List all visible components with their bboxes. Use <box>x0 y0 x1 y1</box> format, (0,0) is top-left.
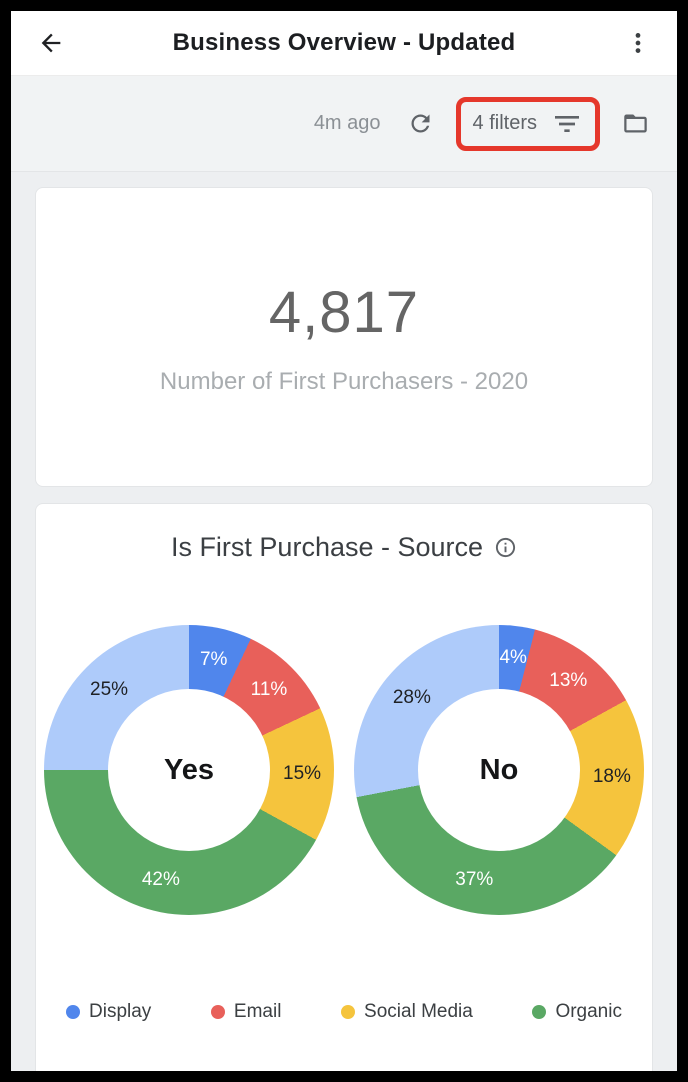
legend-item-social-media: Social Media <box>341 1001 473 1023</box>
legend-item-display: Display <box>66 1001 151 1023</box>
legend-label: Social Media <box>364 1001 473 1022</box>
last-updated-text: 4m ago <box>313 112 381 134</box>
chart-title: Is First Purchase - Source <box>170 532 484 562</box>
app-bar: Business Overview - Updated <box>11 11 677 75</box>
scorecard-value: 4,817 <box>268 279 420 345</box>
report-toolbar: 4m ago 4 filters <box>11 75 677 172</box>
refresh-icon <box>411 114 430 133</box>
donut-chart-yes: Yes 7% 11% 15% 42% 25% <box>44 625 334 915</box>
donut-segment-label: 11% <box>250 679 288 701</box>
donut-segment-label: 37% <box>455 869 494 891</box>
legend-item-email: Email <box>210 1001 282 1023</box>
info-icon <box>495 537 516 558</box>
donut-segment-label: 28% <box>392 686 431 708</box>
screen: Business Overview - Updated 4m ago 4 fil… <box>11 11 677 1071</box>
page-title: Business Overview - Updated <box>172 29 516 56</box>
annotation-highlight: 4 filters <box>455 96 600 151</box>
arrow-left-icon <box>41 33 61 53</box>
donut-segment-label: 13% <box>549 669 588 691</box>
chart-card: Is First Purchase - Source Yes 7% 11% 15% 4… <box>35 503 653 1071</box>
legend-dot <box>66 1005 80 1019</box>
legend-item-organic: Organic <box>532 1001 622 1023</box>
filters-button[interactable]: 4 filters <box>473 108 583 140</box>
donut-hole: No <box>418 689 580 851</box>
folder-icon <box>624 114 647 133</box>
chart-title-row: Is First Purchase - Source <box>36 532 652 563</box>
legend-label: Email <box>233 1001 282 1022</box>
legend-dot <box>341 1005 356 1019</box>
donut-chart-no: No 4% 13% 18% 37% 28% <box>354 625 644 915</box>
scorecard-card: 4,817 Number of First Purchasers - 2020 <box>35 187 653 487</box>
filter-list-icon <box>555 115 579 132</box>
donut-segment-label: 18% <box>592 766 631 788</box>
overflow-menu-button[interactable] <box>621 26 655 60</box>
donut-center-label: Yes <box>164 753 214 786</box>
donut-center-label: No <box>479 753 519 786</box>
legend-dot <box>532 1005 547 1019</box>
refresh-button[interactable] <box>403 106 438 141</box>
legend-label: Organic <box>555 1001 622 1022</box>
donut-segment-label: 4% <box>499 646 527 668</box>
scorecard-label: Number of First Purchasers - 2020 <box>159 367 529 395</box>
donut-hole: Yes <box>108 689 270 851</box>
donut-segment-label: 7% <box>199 648 228 670</box>
donut-row: Yes 7% 11% 15% 42% 25% No 4% 13% 18% 37% 28% <box>36 625 652 915</box>
folder-button[interactable] <box>618 106 653 141</box>
donut-segment-label: 25% <box>90 679 129 701</box>
chart-legend: Display Email Social Media Organic <box>36 1001 652 1023</box>
legend-label: Display <box>89 1001 152 1022</box>
chart-info-button[interactable] <box>494 536 517 559</box>
legend-dot <box>210 1005 225 1019</box>
donut-segment-label: 15% <box>283 762 322 784</box>
kebab-menu-icon <box>635 33 641 53</box>
donut-segment-label: 42% <box>141 868 180 890</box>
back-button[interactable] <box>33 25 69 61</box>
filters-label: 4 filters <box>472 112 537 134</box>
